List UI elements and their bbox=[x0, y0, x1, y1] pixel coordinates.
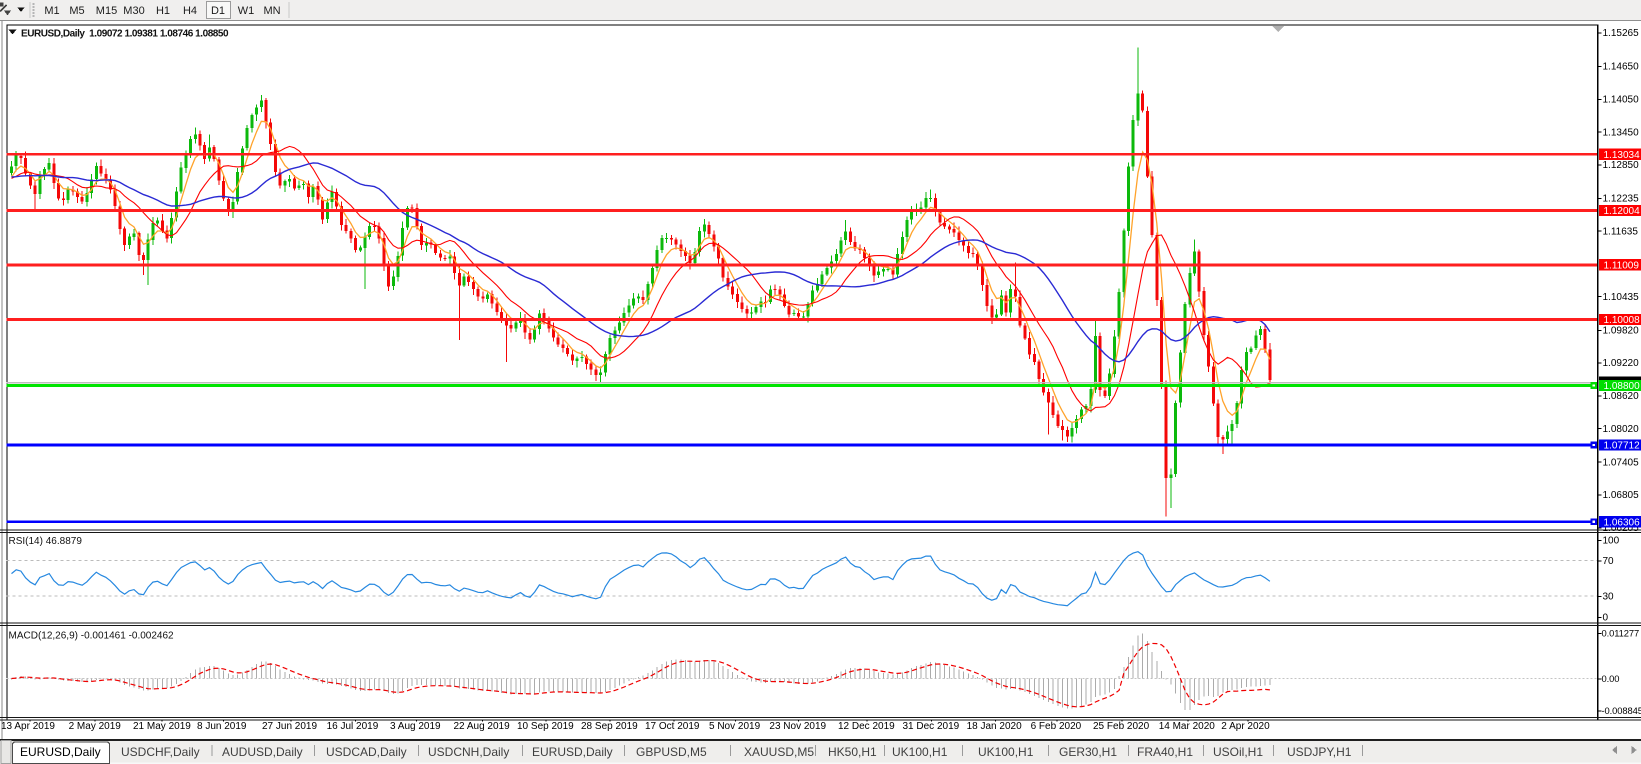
svg-text:USDCAD,Daily: USDCAD,Daily bbox=[326, 745, 407, 759]
svg-text:22 Aug 2019: 22 Aug 2019 bbox=[454, 721, 511, 732]
svg-text:EURUSD,Daily 1.09072 1.09381: EURUSD,Daily 1.09072 1.09381 1.08746 1.0… bbox=[21, 29, 229, 40]
svg-text:USOil,H1: USOil,H1 bbox=[1213, 745, 1263, 759]
svg-text:XAUUSD,M5: XAUUSD,M5 bbox=[744, 745, 814, 759]
svg-text:28 Sep 2019: 28 Sep 2019 bbox=[581, 721, 638, 732]
svg-text:16 Jul 2019: 16 Jul 2019 bbox=[327, 721, 379, 732]
svg-text:1.09820: 1.09820 bbox=[1603, 326, 1640, 337]
svg-text:1.14050: 1.14050 bbox=[1603, 95, 1640, 106]
svg-text:1.08020: 1.08020 bbox=[1603, 424, 1640, 435]
svg-text:1.07712: 1.07712 bbox=[1604, 441, 1641, 452]
svg-text:2 Apr 2020: 2 Apr 2020 bbox=[1221, 721, 1270, 732]
svg-text:USDCHF,Daily: USDCHF,Daily bbox=[121, 745, 200, 759]
svg-text:W1: W1 bbox=[238, 5, 255, 17]
svg-text:30: 30 bbox=[1603, 592, 1615, 603]
svg-text:GBPUSD,M5: GBPUSD,M5 bbox=[636, 745, 707, 759]
svg-text:FRA40,H1: FRA40,H1 bbox=[1137, 745, 1193, 759]
svg-text:M5: M5 bbox=[69, 5, 84, 17]
svg-text:M30: M30 bbox=[123, 5, 144, 17]
svg-text:1.07405: 1.07405 bbox=[1603, 457, 1640, 468]
svg-text:H1: H1 bbox=[156, 5, 170, 17]
svg-text:USDJPY,H1: USDJPY,H1 bbox=[1287, 745, 1352, 759]
svg-text:14 Mar 2020: 14 Mar 2020 bbox=[1159, 721, 1216, 732]
svg-text:8 Jun 2019: 8 Jun 2019 bbox=[197, 721, 247, 732]
svg-text:1.14650: 1.14650 bbox=[1603, 62, 1640, 73]
svg-text:6 Feb 2020: 6 Feb 2020 bbox=[1031, 721, 1082, 732]
svg-text:21 May 2019: 21 May 2019 bbox=[133, 721, 191, 732]
svg-text:10 Sep 2019: 10 Sep 2019 bbox=[517, 721, 574, 732]
svg-text:UK100,H1: UK100,H1 bbox=[892, 745, 948, 759]
svg-text:M1: M1 bbox=[44, 5, 59, 17]
svg-text:1.10435: 1.10435 bbox=[1603, 292, 1640, 303]
svg-text:17 Oct 2019: 17 Oct 2019 bbox=[645, 721, 700, 732]
svg-text:1.12850: 1.12850 bbox=[1603, 160, 1640, 171]
svg-text:12 Dec 2019: 12 Dec 2019 bbox=[838, 721, 895, 732]
svg-text:1.08620: 1.08620 bbox=[1603, 391, 1640, 402]
svg-text:1.12235: 1.12235 bbox=[1603, 194, 1640, 205]
svg-text:1.10008: 1.10008 bbox=[1604, 315, 1641, 326]
svg-text:1.12004: 1.12004 bbox=[1604, 206, 1641, 217]
svg-text:EURUSD,Daily: EURUSD,Daily bbox=[20, 745, 101, 759]
svg-text:1.11635: 1.11635 bbox=[1603, 226, 1639, 237]
svg-text:0: 0 bbox=[1603, 613, 1609, 624]
svg-text:3 Aug 2019: 3 Aug 2019 bbox=[390, 721, 441, 732]
svg-text:H4: H4 bbox=[183, 5, 197, 17]
svg-text:31 Dec 2019: 31 Dec 2019 bbox=[903, 721, 960, 732]
svg-text:70: 70 bbox=[1603, 556, 1615, 567]
svg-text:1.08800: 1.08800 bbox=[1604, 381, 1641, 392]
svg-text:23 Nov 2019: 23 Nov 2019 bbox=[769, 721, 826, 732]
svg-text:5 Nov 2019: 5 Nov 2019 bbox=[709, 721, 761, 732]
svg-text:1.09220: 1.09220 bbox=[1603, 358, 1640, 369]
svg-text:GER30,H1: GER30,H1 bbox=[1059, 745, 1117, 759]
svg-text:M15: M15 bbox=[96, 5, 117, 17]
svg-text:MACD(12,26,9) -0.001461 -0.002: MACD(12,26,9) -0.001461 -0.002462 bbox=[9, 631, 175, 642]
svg-text:HK50,H1: HK50,H1 bbox=[828, 745, 877, 759]
svg-text:0.011277: 0.011277 bbox=[1602, 627, 1640, 638]
svg-text:27 Jun 2019: 27 Jun 2019 bbox=[262, 721, 317, 732]
svg-text:-0.008845: -0.008845 bbox=[1602, 705, 1641, 716]
svg-text:1.06805: 1.06805 bbox=[1603, 490, 1640, 501]
svg-text:1.13450: 1.13450 bbox=[1603, 127, 1640, 138]
svg-text:1.13034: 1.13034 bbox=[1604, 150, 1641, 161]
svg-text:EURUSD,Daily: EURUSD,Daily bbox=[532, 745, 613, 759]
svg-text:MN: MN bbox=[263, 5, 280, 17]
svg-text:2 May 2019: 2 May 2019 bbox=[69, 721, 122, 732]
svg-text:1.15265: 1.15265 bbox=[1603, 28, 1640, 39]
svg-text:UK100,H1: UK100,H1 bbox=[978, 745, 1034, 759]
svg-text:25 Feb 2020: 25 Feb 2020 bbox=[1093, 721, 1150, 732]
svg-text:100: 100 bbox=[1603, 536, 1620, 547]
svg-text:1.06205: 1.06205 bbox=[1603, 523, 1640, 534]
svg-text:0.00: 0.00 bbox=[1602, 673, 1620, 684]
svg-text:13 Apr 2019: 13 Apr 2019 bbox=[1, 721, 55, 732]
svg-text:D1: D1 bbox=[211, 5, 225, 17]
svg-text:AUDUSD,Daily: AUDUSD,Daily bbox=[222, 745, 303, 759]
svg-text:18 Jan 2020: 18 Jan 2020 bbox=[967, 721, 1022, 732]
svg-text:RSI(14) 46.8879: RSI(14) 46.8879 bbox=[9, 536, 83, 547]
svg-text:USDCNH,Daily: USDCNH,Daily bbox=[428, 745, 509, 759]
svg-text:1.11009: 1.11009 bbox=[1604, 261, 1640, 272]
svg-text:1.06306: 1.06306 bbox=[1604, 517, 1641, 528]
